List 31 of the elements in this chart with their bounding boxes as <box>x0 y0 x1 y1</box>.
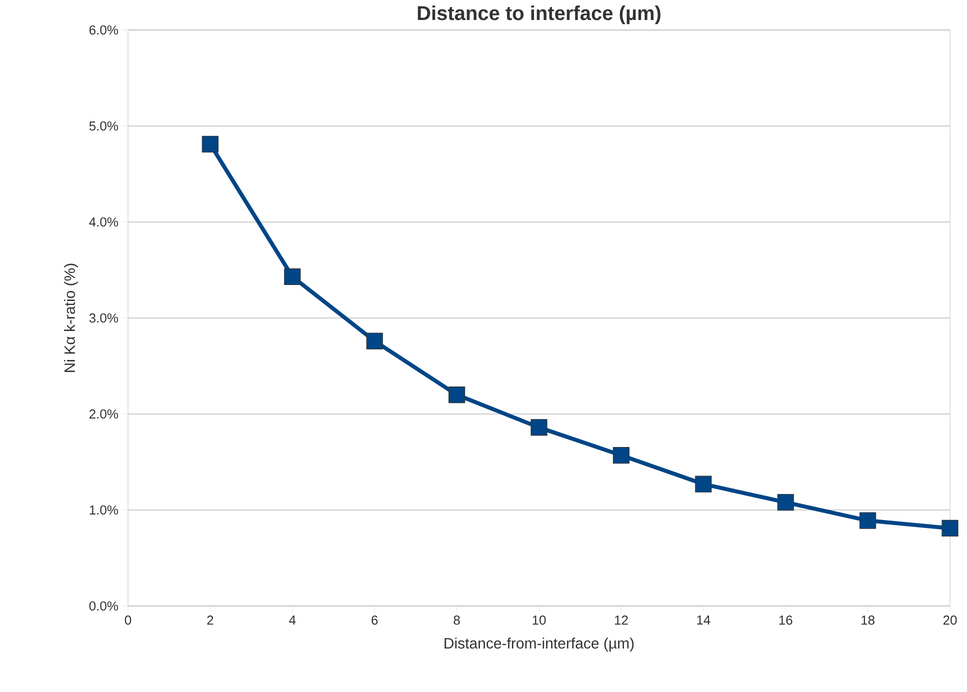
x-tick-label: 8 <box>454 616 460 625</box>
x-tick-label: 16 <box>779 616 792 625</box>
x-tick-label: 14 <box>697 616 710 624</box>
y-tick-label: 1.0% <box>90 505 118 515</box>
point <box>942 520 958 537</box>
point <box>366 332 383 350</box>
x-axis-title: Distance-from-interface (µm) <box>444 638 634 652</box>
x-tick-label: 12 <box>614 616 628 625</box>
y-tick-label: 4.0% <box>89 217 118 227</box>
point <box>284 268 301 286</box>
point <box>860 512 876 529</box>
point <box>448 386 466 404</box>
x-tick-label: 2 <box>207 616 214 625</box>
point <box>695 476 712 492</box>
y-axis-title: Ni Kα k-ratio (%) <box>64 264 78 372</box>
x-tick-label: 20 <box>943 616 957 625</box>
y-tick-label: 2.0% <box>90 409 118 419</box>
x-tick-label: 10 <box>532 616 546 625</box>
x-tick-label: 0 <box>124 616 132 625</box>
chart-title: Distance to interface (µm) <box>418 6 660 24</box>
point <box>777 494 794 511</box>
y-tick-label: 5.0% <box>89 121 118 131</box>
x-tick-label: 18 <box>862 616 874 625</box>
y-tick-label: 0.0% <box>89 601 118 611</box>
point <box>202 136 219 153</box>
point <box>612 446 630 464</box>
point <box>530 419 548 436</box>
x-tick-label: 6 <box>372 616 378 625</box>
x-tick-label: 4 <box>289 616 296 624</box>
y-tick-label: 3.0% <box>89 313 118 323</box>
y-tick-label: 6.0% <box>90 25 118 35</box>
